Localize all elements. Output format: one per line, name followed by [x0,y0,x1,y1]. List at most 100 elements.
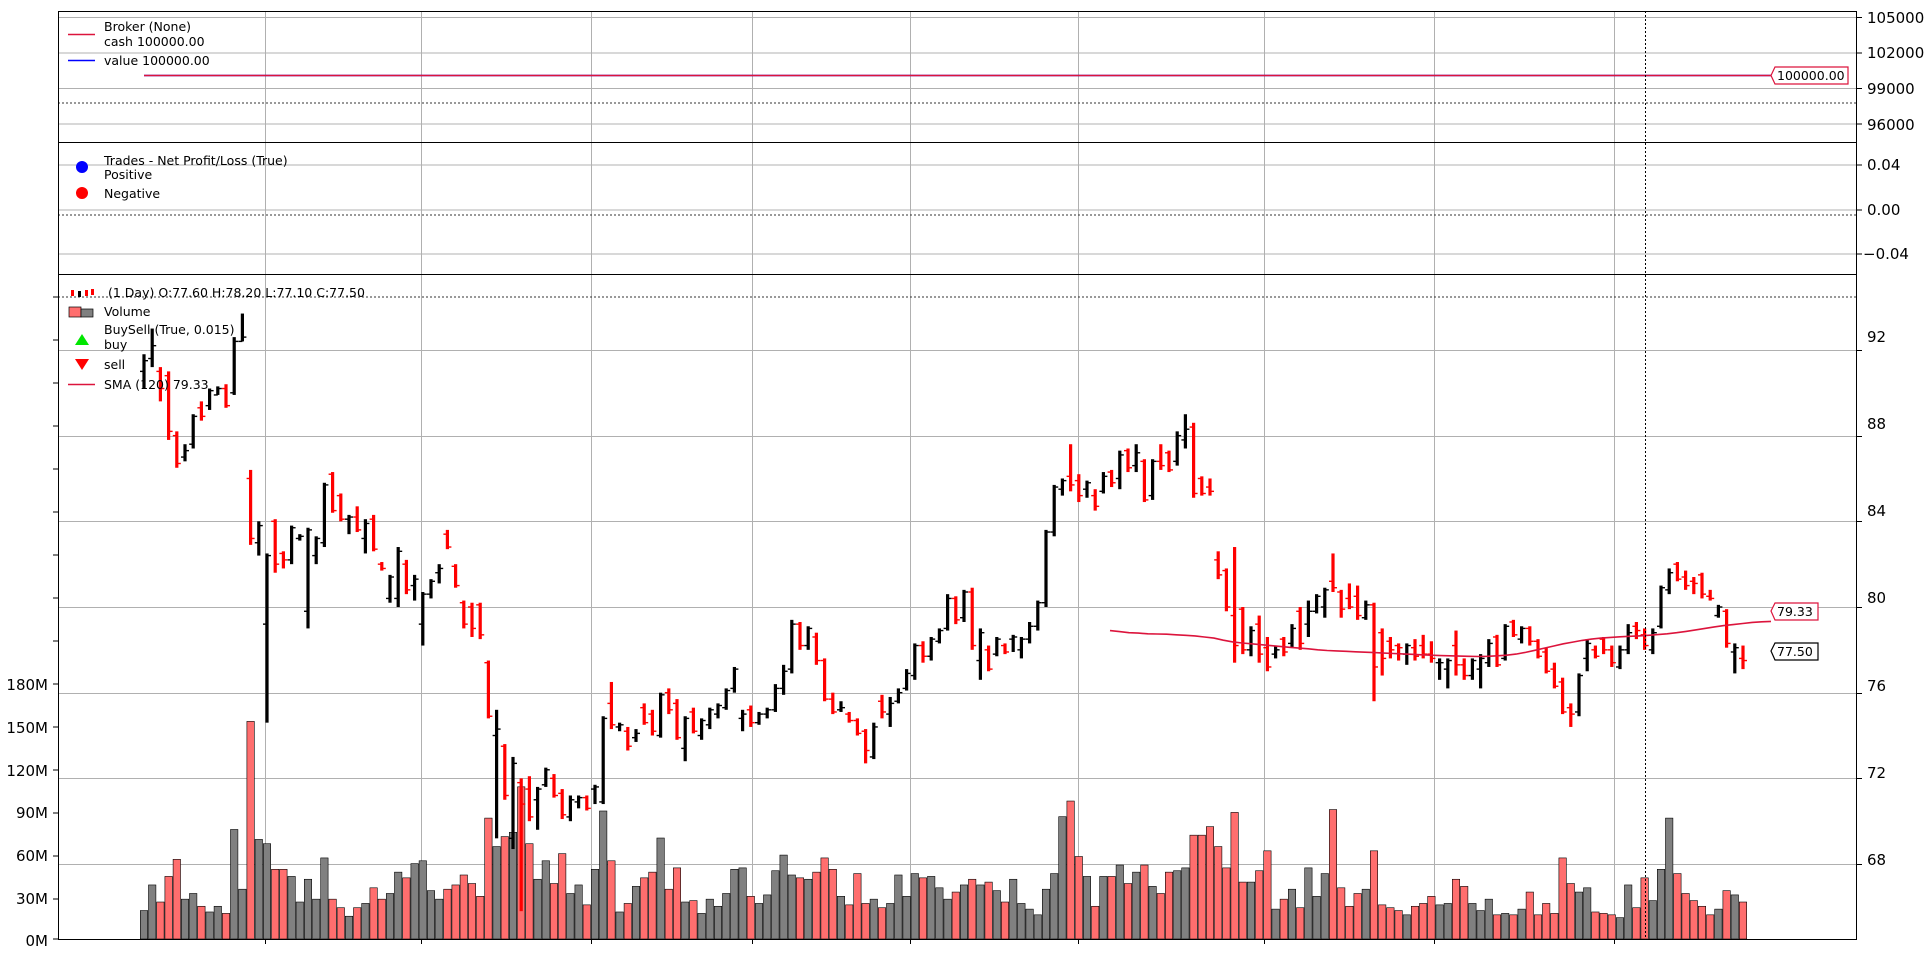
volume-bar [533,878,542,940]
ohlc-bar [230,337,239,395]
ohlc-bar [574,795,583,809]
ohlc-bar [238,313,247,343]
volume-bar [754,903,763,940]
ohlc-bar [1665,568,1674,595]
volume-bar [1017,903,1026,940]
ohlc-bar [1337,589,1346,618]
ohlc-bar [935,628,944,644]
panel-frames [58,11,1857,940]
volume-bar [1558,857,1567,940]
ohlc-bar [1739,645,1747,670]
ohlc-bar [418,592,427,646]
price-ytick: 88 [1867,415,1886,433]
volume-bar [1247,881,1256,940]
volume-bar [590,869,599,940]
volume-bar [361,903,370,940]
volume-bar [303,878,312,940]
volume-bar [1025,908,1034,940]
volume-bar [238,888,247,940]
ohlc-bar [1673,562,1682,582]
volume-bar [181,898,190,940]
ohlc-bar [853,718,862,736]
ohlc-bar [1386,636,1395,659]
ohlc-bar [1607,645,1616,667]
volume-bar [1042,888,1051,940]
ohlc-bar [287,525,296,565]
volume-bar [935,887,944,940]
ohlc-bar [812,632,821,665]
ohlc-bar [828,692,837,715]
volume-bar [738,867,747,940]
volume-bar [1206,826,1215,940]
ohlc-bar [336,493,345,522]
volume-bar [164,876,173,940]
volume-bar [287,876,296,940]
volume-bar [1033,914,1042,940]
volume-bar [1320,873,1329,940]
volume-bar [222,913,231,940]
ohlc-bar [1509,619,1518,637]
volume-bar [320,857,329,940]
volume-bar [1353,893,1362,940]
volume-bar [1214,846,1223,940]
buy-legend-label: buy [104,337,128,352]
volume-bar [1525,891,1534,940]
volume-bar [451,884,460,940]
volume-bar [1435,904,1444,940]
volume-bar [1337,887,1346,940]
ohlc-bar [1657,585,1665,629]
ohlc-bar [869,722,878,760]
left-ticks [53,296,58,940]
ohlc-bar [451,564,460,588]
ohlc-bar [1099,472,1108,494]
sma-legend-label: SMA (120) 79.33 [104,377,209,392]
ohlc-bar [1214,551,1223,580]
volume-bar [845,904,854,940]
volume-bar [992,890,1001,940]
ohlc-bar [328,472,337,513]
volume-bar [459,874,468,940]
ohlc-bar [1025,621,1034,644]
ohlc-bar [394,547,403,607]
ohlc-bar [951,596,960,625]
sma-line [1109,620,1772,658]
volume-bar [771,870,780,940]
ohlc-bar [295,534,304,541]
volume-bar [1230,812,1239,940]
ohlc-bar [1599,636,1608,655]
volume-bar [500,836,509,940]
ohlc-bar [345,514,353,535]
volume-bar [820,857,829,940]
volume-bar [1501,913,1510,940]
volume-bar [246,721,255,940]
buy-legend-marker [75,334,89,345]
ohlc-bar [861,729,870,764]
volume-bar [672,867,681,940]
ohlc-bar [1624,624,1633,655]
volume-bar [410,863,419,940]
ohlc-bar [984,645,993,672]
trades-legend-negative-marker [76,187,88,199]
volume-bar [426,890,435,940]
volume-bar [435,898,444,940]
price-ytick: 76 [1867,677,1886,695]
ohlc-bar [1197,476,1206,496]
volume-bar [271,869,280,940]
ohlc-bar [640,703,649,725]
volume-ytick: 120M [6,762,48,780]
ohlc-bar [992,636,1001,657]
broker-value-tag [1770,66,1849,85]
ohlc-bar [1493,634,1501,667]
ohlc-bar [1132,444,1141,473]
volume-bar [902,896,911,940]
volume-bar [1091,905,1100,940]
volume-bar [1706,914,1715,940]
ohlc-bar [1288,624,1296,648]
volume-bar [1616,917,1625,940]
volume-bar [1222,867,1231,940]
ohlc-bar [1083,480,1091,498]
ohlc-bar [509,756,517,850]
volume-ytick: 30M [16,890,48,908]
ohlc-bar [550,774,558,798]
volume-ytick: 150M [6,719,48,737]
